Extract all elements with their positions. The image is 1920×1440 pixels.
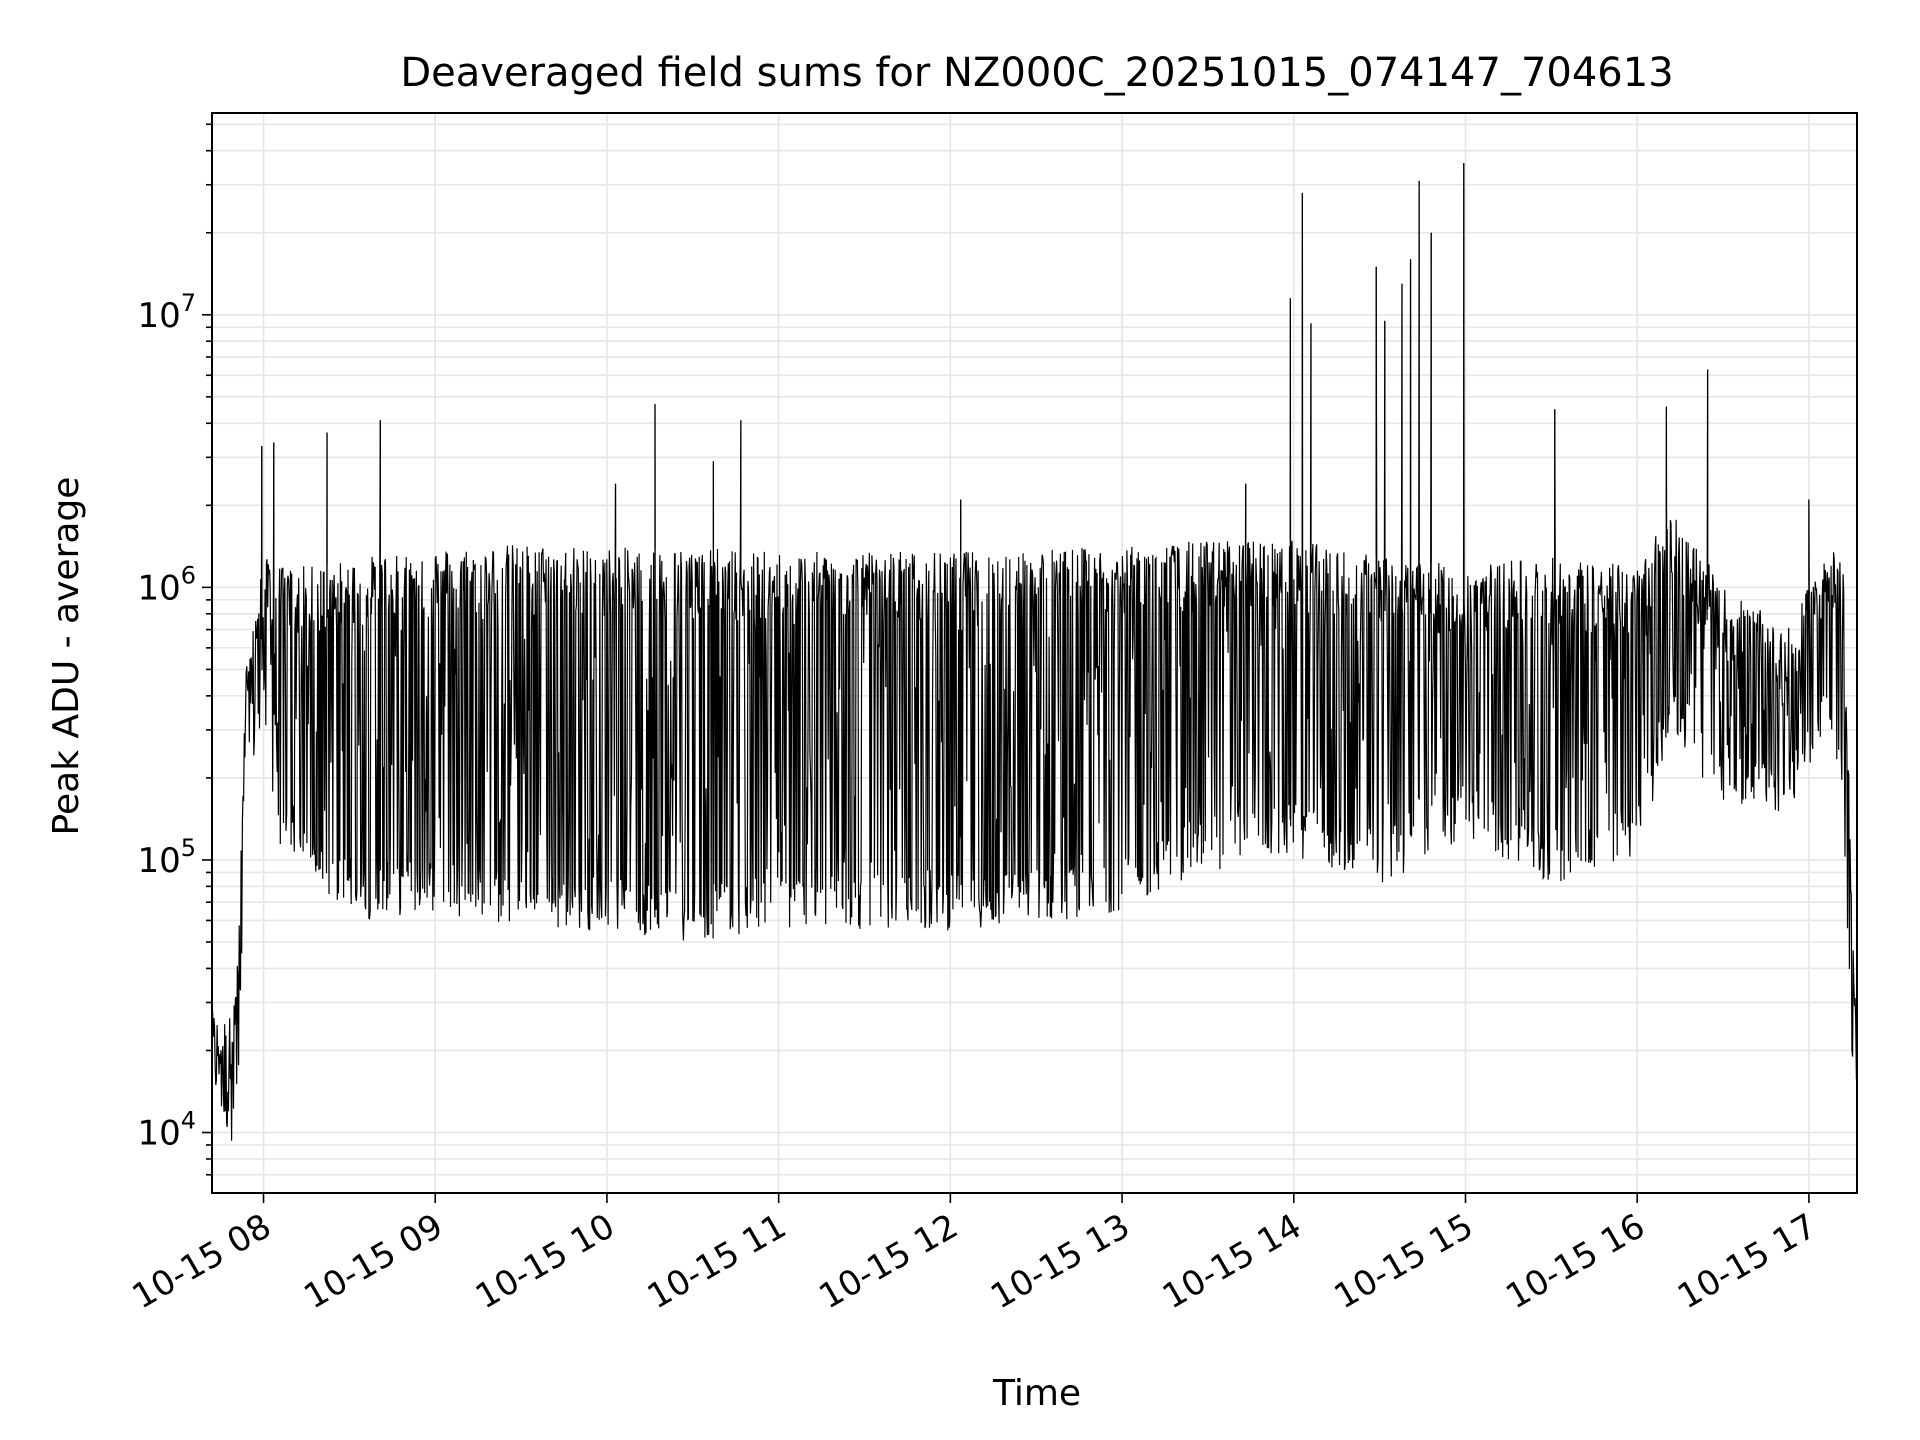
x-tick-label: 10-15 16 [1499,1206,1651,1317]
y-tick-label: 105 [137,834,196,881]
x-tick-label: 10-15 13 [984,1206,1136,1317]
y-axis-ticks: 104 105 106 107 [137,123,212,1176]
x-tick-label: 10-15 09 [297,1206,449,1317]
y-axis-label: Peak ADU - average [46,477,87,836]
series-layer [211,163,1858,1141]
x-tick-label: 10-15 17 [1671,1206,1823,1317]
y-tick-label: 107 [137,289,196,336]
x-axis-label: Time [992,1373,1081,1414]
y-tick-label: 104 [137,1107,196,1154]
x-tick-label: 10-15 12 [812,1206,964,1317]
x-axis-ticks: 10-15 08 10-15 09 10-15 10 10-15 11 10-15 12… [126,1193,1823,1317]
x-tick-label: 10-15 14 [1156,1206,1308,1317]
chart-title: Deaveraged field sums for NZ000C_2025101… [400,50,1673,96]
x-tick-label: 10-15 11 [641,1206,793,1317]
y-tick-label: 106 [137,561,196,608]
x-tick-label: 10-15 08 [126,1206,278,1317]
plot-frame [211,112,1858,1194]
x-tick-label: 10-15 10 [469,1206,621,1317]
x-tick-label: 10-15 15 [1328,1206,1480,1317]
series-line [211,163,1858,1141]
